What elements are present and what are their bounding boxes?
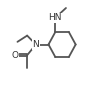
Text: HN: HN xyxy=(48,13,62,22)
Text: O: O xyxy=(11,51,18,60)
Text: N: N xyxy=(32,40,39,49)
